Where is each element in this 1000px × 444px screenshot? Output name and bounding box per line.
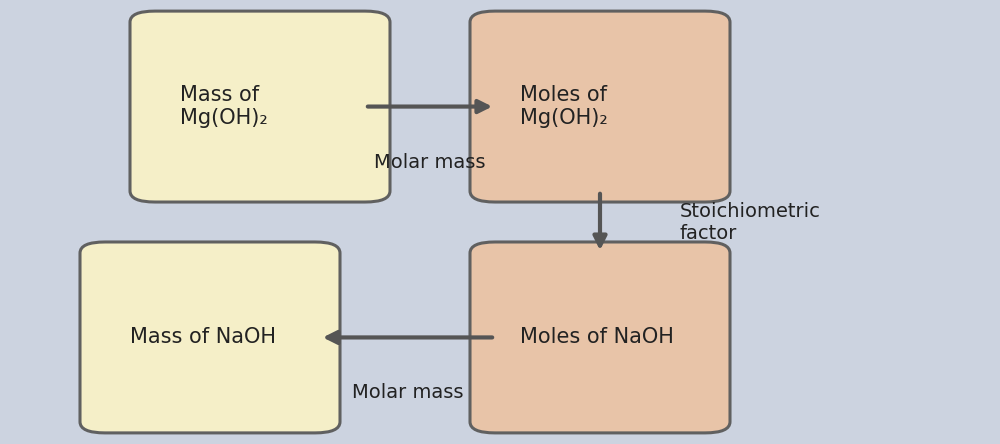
FancyBboxPatch shape: [130, 11, 390, 202]
Text: Molar mass: Molar mass: [352, 384, 464, 402]
Text: Moles of
Mg(OH)₂: Moles of Mg(OH)₂: [520, 85, 608, 128]
FancyBboxPatch shape: [80, 242, 340, 433]
Text: Moles of NaOH: Moles of NaOH: [520, 327, 674, 348]
FancyBboxPatch shape: [470, 11, 730, 202]
Text: Stoichiometric
factor: Stoichiometric factor: [680, 202, 821, 242]
Text: Molar mass: Molar mass: [374, 153, 486, 171]
Text: Mass of NaOH: Mass of NaOH: [130, 327, 276, 348]
FancyBboxPatch shape: [470, 242, 730, 433]
Text: Mass of
Mg(OH)₂: Mass of Mg(OH)₂: [180, 85, 268, 128]
